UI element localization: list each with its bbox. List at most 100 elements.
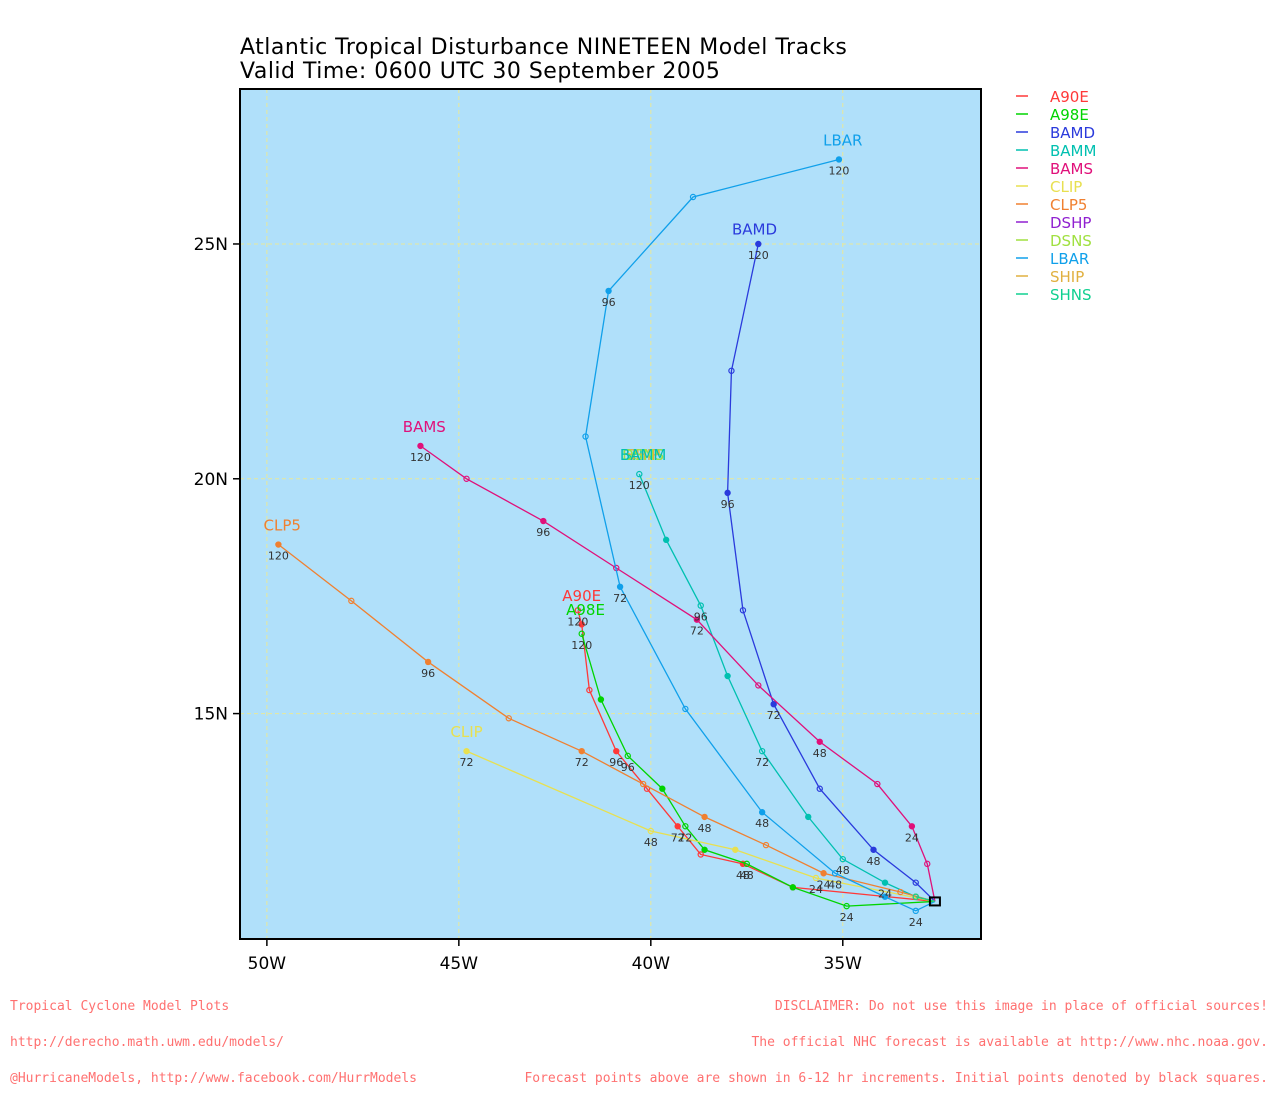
track-line (915, 896, 936, 903)
track-point (755, 682, 762, 689)
track-point (505, 715, 512, 722)
legend-item-bams: BAMS (1016, 160, 1093, 178)
forecast-hour-label: 72 (671, 831, 685, 844)
forecast-hour-label: 48 (866, 855, 880, 868)
point-label-layer: 7296120482448729612048729612024487296120… (268, 164, 923, 928)
track-name-label: CLIP (450, 723, 482, 741)
forecast-hour-label: 48 (828, 878, 842, 891)
track-point (463, 747, 470, 755)
forecast-hour-label: 48 (836, 864, 850, 877)
track-point (639, 780, 647, 788)
footer-right-line: DISCLAIMER: Do not use this image in pla… (774, 999, 1268, 1014)
track-shns (912, 893, 936, 903)
track-point (732, 846, 739, 853)
track-point (835, 156, 843, 163)
track-point (417, 442, 424, 450)
chart-subtitle: Valid Time: 0600 UTC 30 September 2005 (240, 59, 721, 84)
track-point (659, 785, 666, 792)
forecast-hour-label: 72 (690, 625, 704, 638)
track-point (674, 823, 681, 830)
track-point (843, 902, 850, 910)
forecast-hour-label: 96 (694, 611, 708, 624)
x-tick-label: 50W (248, 954, 287, 974)
legend-item-bamm: BAMM (1016, 142, 1096, 160)
track-point (701, 846, 708, 853)
track-point (881, 879, 889, 886)
forecast-hour-label: 72 (755, 756, 769, 769)
forecast-hour-label: 24 (840, 911, 854, 924)
legend-item-shns: SHNS (1016, 286, 1092, 304)
track-point (758, 809, 766, 816)
track-point (770, 700, 777, 708)
axis-tick-labels: 50W 45W 40W 35W 15N 20N 25N (194, 235, 863, 974)
track-name-label: BAMS (403, 418, 446, 436)
legend: A90EA98EBAMDBAMMBAMSCLIPCLP5DSHPDSNSLBAR… (1016, 88, 1096, 304)
track-a98e (578, 630, 935, 910)
legend-label: CLIP (1050, 178, 1082, 196)
legend-item-clip: CLIP (1016, 178, 1082, 196)
track-point (586, 686, 593, 694)
legend-label: SHNS (1050, 286, 1092, 304)
forecast-hour-label: 24 (909, 916, 923, 929)
track-point (897, 888, 904, 896)
track-name-label: SHIP (626, 446, 660, 464)
track-clip (463, 747, 936, 903)
track-point (816, 785, 823, 792)
track-point (870, 846, 877, 853)
y-tick-label: 15N (194, 705, 228, 725)
track-point (597, 696, 605, 703)
track-line (581, 633, 935, 907)
legend-label: DSNS (1050, 232, 1092, 250)
track-point (574, 607, 582, 614)
track-point (689, 193, 697, 201)
track-point (839, 855, 846, 863)
track-line (584, 158, 936, 912)
track-bamd (724, 240, 936, 902)
forecast-hour-label: 120 (268, 550, 289, 563)
track-point (831, 870, 839, 877)
track-point (582, 433, 589, 440)
track-point (912, 893, 919, 900)
chart-title-block: Atlantic Tropical Disturbance NINETEEN M… (240, 36, 847, 84)
track-point (755, 240, 762, 248)
track-point (881, 893, 889, 900)
track-point (624, 752, 631, 760)
forecast-hour-label: 96 (721, 498, 735, 511)
legend-item-dsns: DSNS (1016, 232, 1092, 250)
plot-area (240, 89, 981, 939)
initial-position-marker (928, 896, 941, 907)
forecast-hour-label: 24 (817, 878, 831, 891)
track-point (616, 583, 624, 590)
legend-item-dshp: DSHP (1016, 214, 1091, 232)
forecast-hour-label: 48 (698, 822, 712, 835)
track-point (739, 607, 747, 614)
track-point (682, 823, 689, 830)
forecast-hour-label: 24 (905, 831, 919, 844)
track-point (789, 884, 797, 891)
legend-item-a98e: A98E (1016, 106, 1089, 124)
legend-label: A90E (1050, 88, 1089, 106)
track-point (693, 616, 701, 623)
forecast-hour-label: 48 (740, 869, 754, 882)
track-point (647, 827, 655, 835)
track-point (662, 536, 670, 544)
track-bams (417, 442, 936, 902)
track-name-label: CLP5 (264, 516, 301, 534)
track-point (912, 879, 919, 886)
track-point (636, 470, 643, 478)
track-name-label: A90E (562, 587, 601, 605)
forecast-hour-label: 48 (644, 836, 658, 849)
track-name-label: LBAR (823, 131, 862, 149)
track-point (424, 658, 432, 666)
track-point (812, 874, 820, 882)
forecast-hour-label: 120 (828, 164, 849, 177)
track-point (762, 841, 770, 849)
track-point (724, 489, 731, 497)
footer-right-line: The official NHC forecast is available a… (751, 1035, 1268, 1050)
forecast-hour-label: 24 (809, 883, 823, 896)
track-name-label: BAMM (620, 446, 666, 464)
forecast-hour-label: 96 (621, 761, 635, 774)
footer-left-line: Tropical Cyclone Model Plots (10, 999, 230, 1014)
track-name-label: BAMD (732, 221, 777, 239)
x-tick-label: 45W (440, 954, 479, 974)
